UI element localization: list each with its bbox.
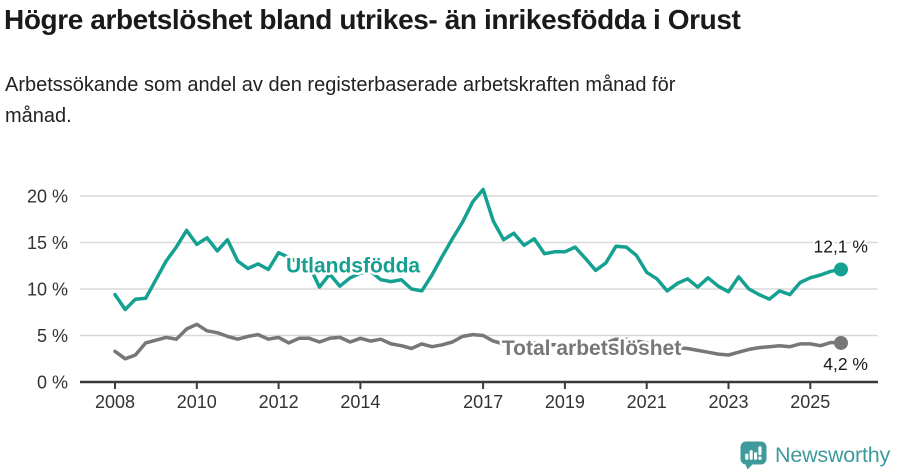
x-tick-label-2010: 2010	[177, 392, 217, 412]
series-line-utlandsfodda	[113, 187, 843, 312]
y-tick-label-5: 5 %	[37, 326, 68, 346]
end-value-label-utlandsfodda: 12,1 %	[813, 236, 867, 256]
grid-layer	[80, 195, 878, 337]
newsworthy-logo-icon	[740, 441, 767, 470]
series-end-dot-total-arbetsloshet	[833, 335, 848, 350]
newsworthy-brand-link[interactable]: Newsworthy	[740, 441, 890, 470]
series-label-total-arbetsloshet: Total arbetslöshet	[502, 337, 681, 360]
x-tick-label-2025: 2025	[790, 392, 830, 412]
x-tick-label-2017: 2017	[463, 392, 503, 412]
tick-layer	[114, 382, 812, 389]
unemployment-line-chart: 0 % 5 % 10 % 15 % 20 % 2008 2010 2012 20…	[27, 187, 878, 413]
end-value-label-total-arbetsloshet: 4,2 %	[823, 354, 868, 374]
x-tick-label-2019: 2019	[545, 392, 585, 412]
label-layer: 0 % 5 % 10 % 15 % 20 % 2008 2010 2012 20…	[27, 187, 870, 413]
y-tick-label-0: 0 %	[37, 373, 68, 393]
x-tick-label-2023: 2023	[708, 392, 748, 412]
y-tick-label-10: 10 %	[27, 280, 68, 300]
x-tick-label-2014: 2014	[340, 392, 380, 412]
series-line-total-arbetsloshet	[113, 322, 843, 361]
newsworthy-brand-text: Newsworthy	[775, 443, 891, 467]
x-tick-label-2012: 2012	[259, 392, 299, 412]
x-tick-label-2008: 2008	[95, 392, 135, 412]
series-end-dot-utlandsfodda	[833, 262, 848, 277]
page-title: Högre arbetslöshet bland utrikes- än inr…	[4, 4, 741, 35]
y-tick-label-15: 15 %	[27, 233, 68, 253]
chart-area: 0 % 5 % 10 % 15 % 20 % 2008 2010 2012 20…	[0, 160, 900, 424]
x-tick-label-2021: 2021	[627, 392, 667, 412]
y-tick-label-20: 20 %	[27, 187, 68, 207]
page-subtitle: Arbetssökande som andel av den registerb…	[5, 74, 676, 127]
series-label-utlandsfodda: Utlandsfödda	[286, 254, 420, 277]
series-layer	[113, 187, 848, 361]
